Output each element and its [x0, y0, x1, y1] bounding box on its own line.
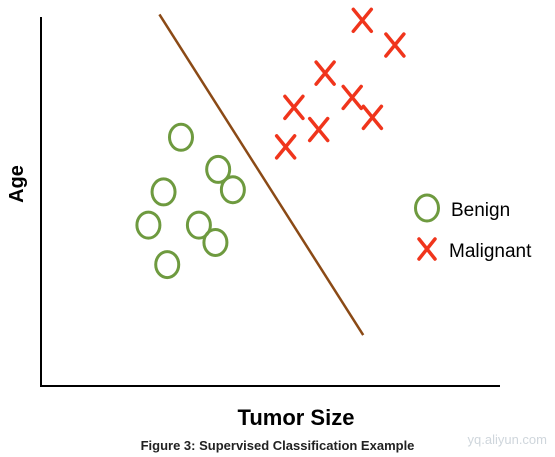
malignant-point-3 — [314, 60, 336, 86]
decision-boundary-line — [158, 13, 365, 336]
benign-point-7 — [202, 227, 229, 257]
watermark: yq.aliyun.com — [467, 432, 547, 447]
benign-point-4 — [219, 175, 246, 205]
malignant-point-1 — [351, 7, 374, 34]
benign-point-8 — [154, 250, 181, 280]
figure-caption: Figure 3: Supervised Classification Exam… — [140, 438, 415, 453]
legend: Benign Malignant — [414, 193, 532, 262]
x-axis-label: Tumor Size — [238, 405, 355, 430]
legend-label-benign: Benign — [451, 200, 510, 221]
y-axis-label: Age — [6, 165, 28, 203]
legend-item-benign: Benign — [414, 193, 510, 223]
malignant-point-6 — [361, 104, 384, 131]
malignant-point-7 — [307, 116, 330, 143]
benign-point-3 — [150, 177, 177, 207]
axes — [40, 17, 500, 387]
benign-point-2 — [205, 154, 232, 184]
benign-point-1 — [167, 122, 194, 152]
legend-x-marker — [417, 237, 437, 261]
legend-circle-marker — [414, 193, 440, 223]
malignant-point-5 — [283, 94, 305, 121]
malignant-point-2 — [384, 32, 406, 58]
malignant-point-4 — [341, 84, 363, 111]
decision-boundary-layer — [158, 13, 365, 336]
benign-point-5 — [135, 210, 162, 240]
malignant-point-8 — [274, 134, 297, 160]
legend-label-malignant: Malignant — [449, 241, 532, 262]
legend-item-malignant: Malignant — [417, 237, 532, 262]
data-points-layer — [135, 7, 406, 280]
benign-point-6 — [185, 210, 212, 240]
